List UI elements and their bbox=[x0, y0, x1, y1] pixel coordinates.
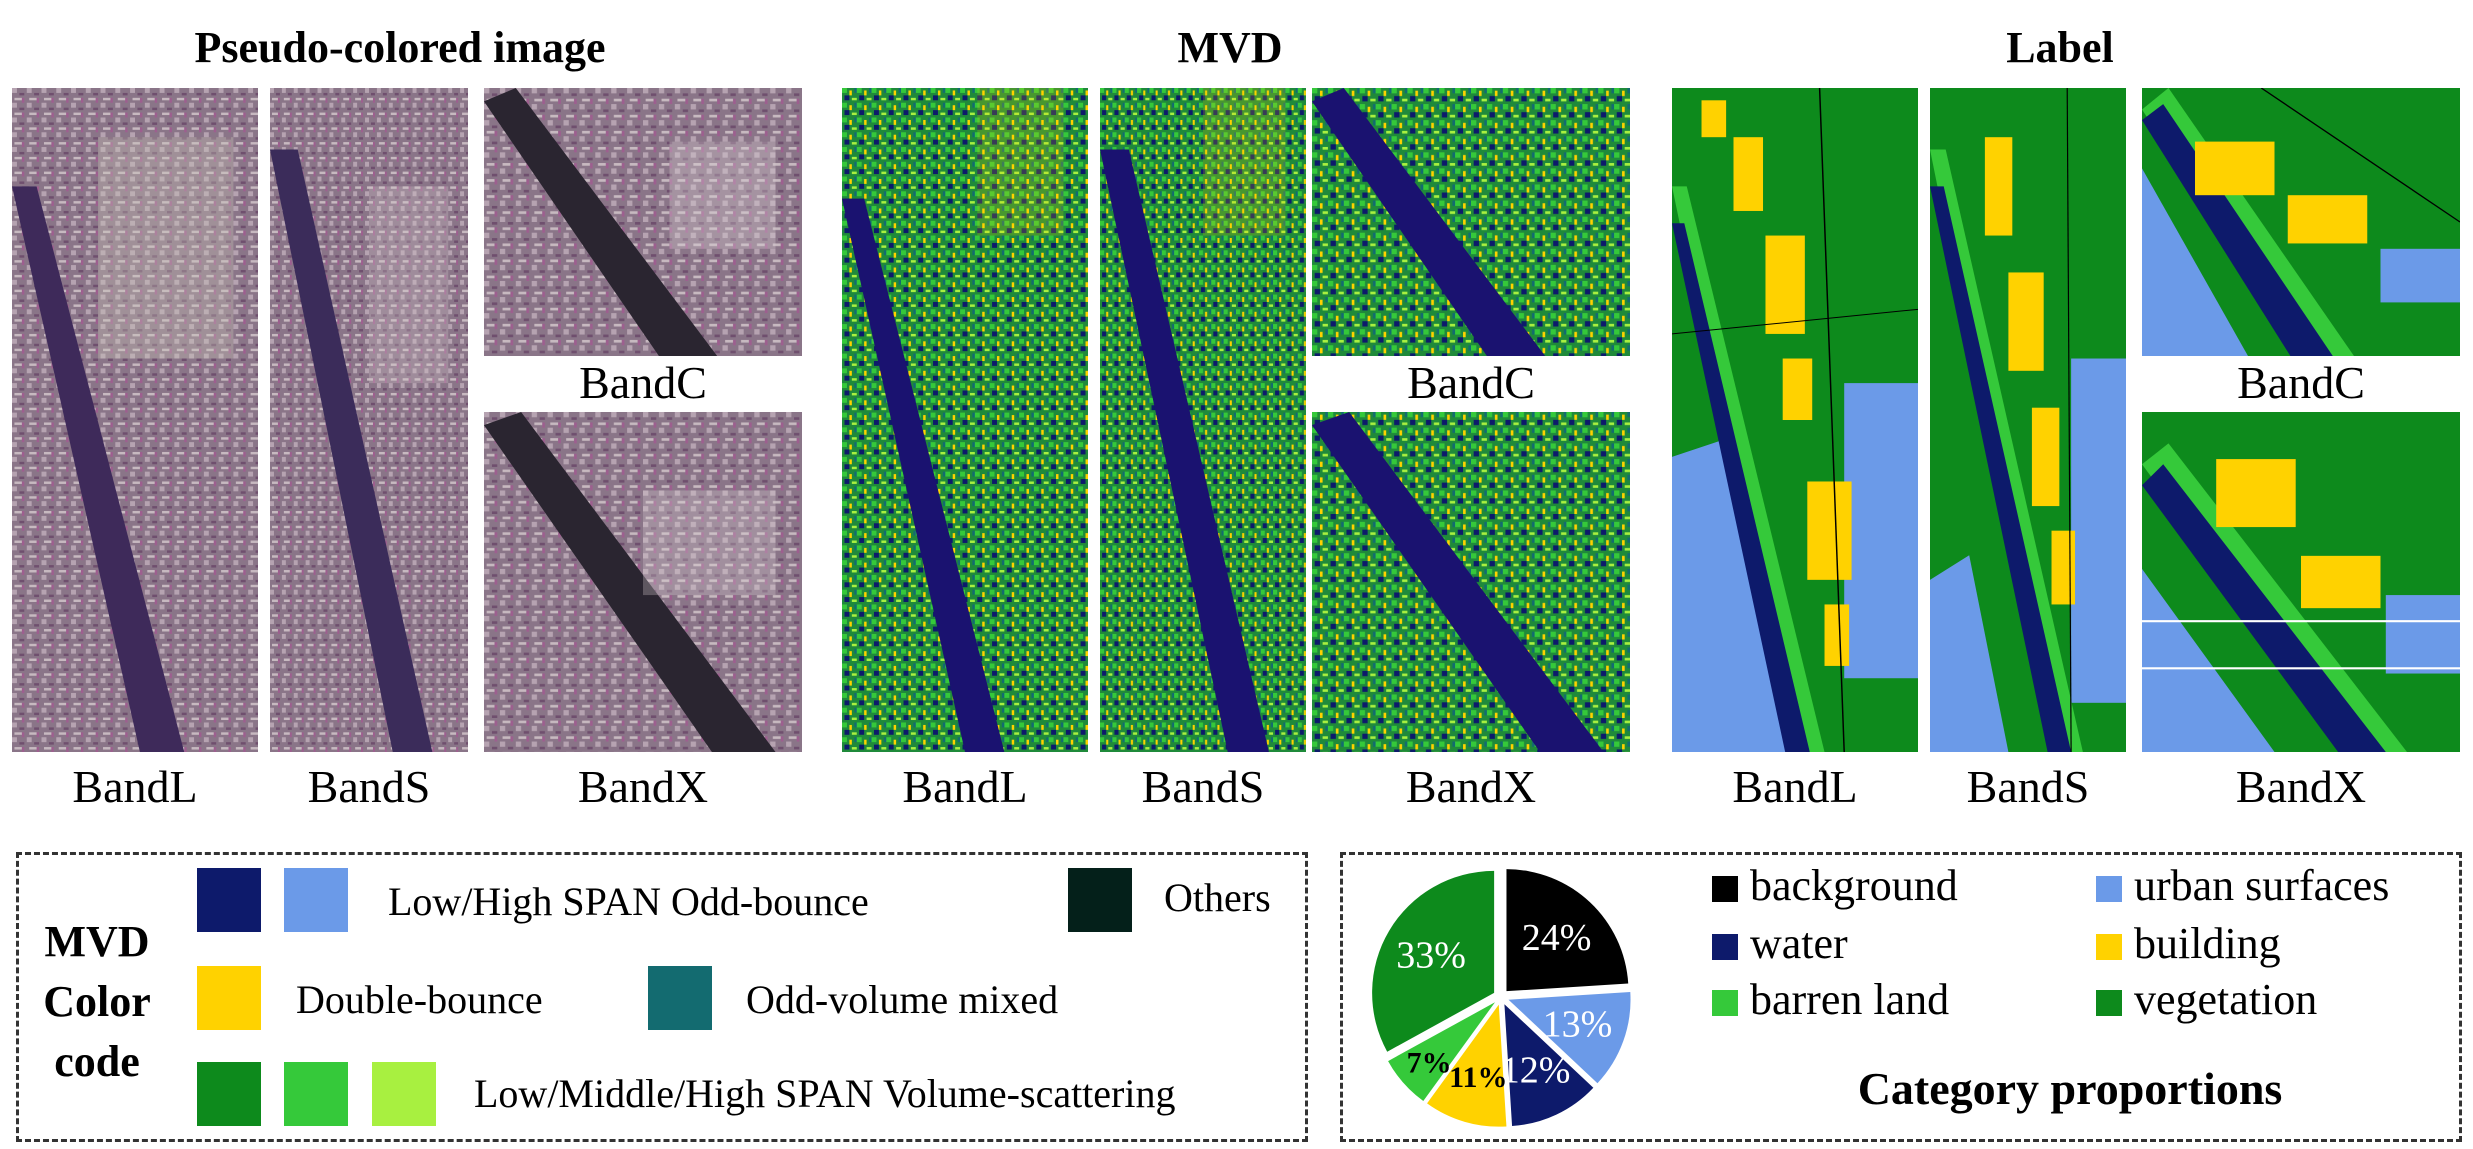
label-bandl-image bbox=[1672, 88, 1918, 752]
pie-slice-urban-surfaces bbox=[1508, 992, 1631, 1084]
pseudo-bandx-label: BandX bbox=[577, 761, 709, 812]
label-bandx-image bbox=[2142, 412, 2460, 752]
barren-land-legend-text: barren land bbox=[1750, 975, 1950, 1024]
pie-slice-building bbox=[1427, 1004, 1507, 1127]
mvd-title: MVD bbox=[1177, 23, 1283, 72]
label-bands-image bbox=[1930, 88, 2126, 752]
building-legend-text: building bbox=[2134, 919, 2281, 968]
water-legend-text: water bbox=[1750, 919, 1848, 968]
pseudo-bands-label: BandS bbox=[307, 761, 431, 812]
mvd-legend-heading-line3: code bbox=[54, 1037, 140, 1086]
others-legend-text: Others bbox=[1164, 875, 1271, 920]
others-swatch bbox=[1068, 868, 1132, 932]
pie-label-barren-land: 7% bbox=[1407, 1046, 1452, 1079]
label-bandc-label: BandC bbox=[2237, 357, 2365, 408]
pseudo-bandc-label: BandC bbox=[579, 357, 707, 408]
barren-land-legend-swatch bbox=[1712, 990, 1738, 1016]
mvd-bandl-image bbox=[842, 88, 1088, 752]
urban-surfaces-legend-swatch bbox=[2096, 876, 2122, 902]
pseudo-title: Pseudo-colored image bbox=[194, 23, 606, 72]
pseudo-bandl-label: BandL bbox=[72, 761, 198, 812]
category-pie-chart: 24% 13%12%11%7% 33% bbox=[1372, 869, 1631, 1127]
mvd-legend-heading: MVD Color code bbox=[22, 912, 172, 1092]
vegetation-legend-swatch bbox=[2096, 990, 2122, 1016]
mvd-bandl-label: BandL bbox=[902, 761, 1028, 812]
mvd-bands-image bbox=[1100, 88, 1306, 752]
high-span-volume-swatch bbox=[372, 1062, 436, 1126]
label-bands-label: BandS bbox=[1966, 761, 2090, 812]
low-span-volume-swatch bbox=[197, 1062, 261, 1126]
label-bandc-image bbox=[2142, 88, 2460, 356]
mvd-bandc-label: BandC bbox=[1407, 357, 1535, 408]
pie-label-background: 24% bbox=[1522, 917, 1592, 959]
background-legend-text: background bbox=[1750, 861, 1958, 910]
mvd-bandx-label: BandX bbox=[1405, 761, 1537, 812]
odd-bounce-legend-text: Low/High SPAN Odd-bounce bbox=[388, 879, 869, 924]
double-bounce-swatch bbox=[197, 966, 261, 1030]
category-proportions-box bbox=[1340, 852, 2462, 1142]
mvd-bandx-image bbox=[1312, 412, 1630, 752]
low-span-odd-bounce-swatch bbox=[197, 868, 261, 932]
background-legend-swatch bbox=[1712, 876, 1738, 902]
pseudo-bandl-image bbox=[12, 88, 258, 752]
pseudo-bandx-image bbox=[484, 412, 802, 752]
vegetation-legend-text: vegetation bbox=[2134, 975, 2318, 1024]
double-bounce-legend-text: Double-bounce bbox=[296, 977, 543, 1022]
odd-volume-mixed-legend-text: Odd-volume mixed bbox=[746, 977, 1059, 1022]
pie-label-vegetation: 33% bbox=[1396, 935, 1466, 977]
pie-slice-background bbox=[1506, 869, 1629, 992]
pie-label-building: 11% bbox=[1449, 1061, 1507, 1094]
category-proportions-title: Category proportions bbox=[1857, 1063, 2283, 1114]
pie-label-water: 12% bbox=[1501, 1049, 1571, 1091]
pseudo-bands-image bbox=[270, 88, 468, 752]
middle-span-volume-swatch bbox=[284, 1062, 348, 1126]
mvd-bandc-image bbox=[1312, 88, 1630, 356]
mvd-legend-heading-line1: MVD bbox=[44, 917, 150, 966]
water-legend-swatch bbox=[1712, 934, 1738, 960]
volume-scattering-legend-text: Low/Middle/High SPAN Volume-scattering bbox=[474, 1071, 1176, 1116]
building-legend-swatch bbox=[2096, 934, 2122, 960]
pie-slice-water bbox=[1504, 1004, 1594, 1126]
pie-slice-barren-land bbox=[1388, 1002, 1495, 1101]
urban-surfaces-legend-text: urban surfaces bbox=[2134, 861, 2390, 910]
pie-label-urban-surfaces: 13% bbox=[1543, 1004, 1613, 1046]
mvd-legend-heading-line2: Color bbox=[43, 977, 151, 1026]
pseudo-bandc-image bbox=[484, 88, 802, 356]
mvd-bands-label: BandS bbox=[1141, 761, 1265, 812]
odd-volume-mixed-swatch bbox=[648, 966, 712, 1030]
mvd-color-code-legend bbox=[16, 852, 1308, 1142]
label-bandx-label: BandX bbox=[2235, 761, 2367, 812]
label-title: Label bbox=[2006, 23, 2114, 72]
label-bandl-label: BandL bbox=[1732, 761, 1858, 812]
pie-slice-vegetation bbox=[1372, 870, 1495, 1052]
high-span-odd-bounce-swatch bbox=[284, 868, 348, 932]
